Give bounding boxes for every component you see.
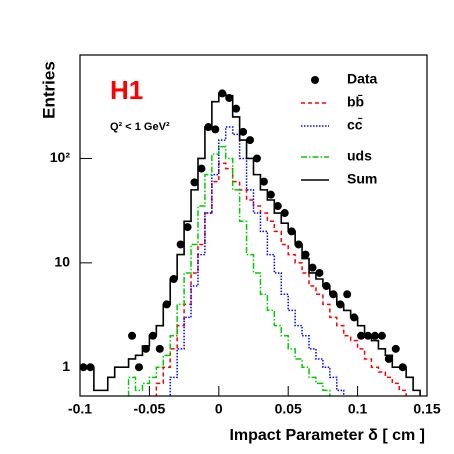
x-tick-label: 0.05 [275,401,302,417]
data-point [259,177,268,186]
data-point [287,227,296,236]
logo: H1 [110,75,143,105]
data-point [398,363,407,372]
legend-label: uds [347,148,372,164]
data-point [190,178,199,187]
data-point [225,93,234,102]
y-tick-label: 10 [54,254,70,270]
legend-marker [311,76,319,84]
data-point [322,281,331,290]
data-point [301,250,310,259]
legend-label: Data [347,71,378,87]
legend-label: Sum [347,171,377,187]
plot-area [80,89,421,396]
x-tick-label: -0.1 [68,401,92,417]
data-point [169,275,178,284]
legend-label: bb̄ [347,93,364,110]
data-point [239,127,248,136]
x-tick-label: -0.05 [133,401,165,417]
data-point [329,290,338,299]
data-point [357,331,366,340]
data-point [343,290,352,299]
data-point [315,268,324,277]
legend-label: cc̄ [347,116,363,133]
histogram-step-outline [169,126,345,396]
data-point [391,344,400,353]
data-point [350,313,359,322]
data-point [162,300,171,309]
data-point [232,104,241,113]
data-point [364,331,373,340]
y-tick-label: 1 [62,358,70,374]
data-point [266,190,275,199]
data-point [148,331,157,340]
data-point [308,263,317,272]
y-tick-label: 10² [50,149,71,165]
data-point [176,240,185,249]
data-point [370,331,379,340]
x-axis-label: Impact Parameter δ [ cm ] [229,427,425,444]
x-tick-label: 0 [215,401,223,417]
data-point [128,331,137,340]
data-point [280,209,289,218]
data-point [183,223,192,232]
data-point [155,344,164,353]
data-point [134,363,143,372]
data-point [273,202,282,211]
data-point [211,125,220,134]
data-point [336,300,345,309]
data-point [204,123,213,132]
data-point [384,354,393,363]
y-axis-label: Entries [39,61,58,119]
data-point [197,164,206,173]
histogram-step-outline [155,162,407,396]
plot-frame [79,54,428,397]
x-tick-label: 0.1 [348,401,368,417]
data-point [252,154,261,163]
x-tick-label: 0.15 [413,401,440,417]
data-point [218,89,227,98]
data-point [141,344,150,353]
data-point [294,240,303,249]
data-point [377,331,386,340]
histogram-step-outline [127,145,331,396]
data-point [246,136,255,145]
annotation: Q² < 1 GeV² [110,121,170,133]
